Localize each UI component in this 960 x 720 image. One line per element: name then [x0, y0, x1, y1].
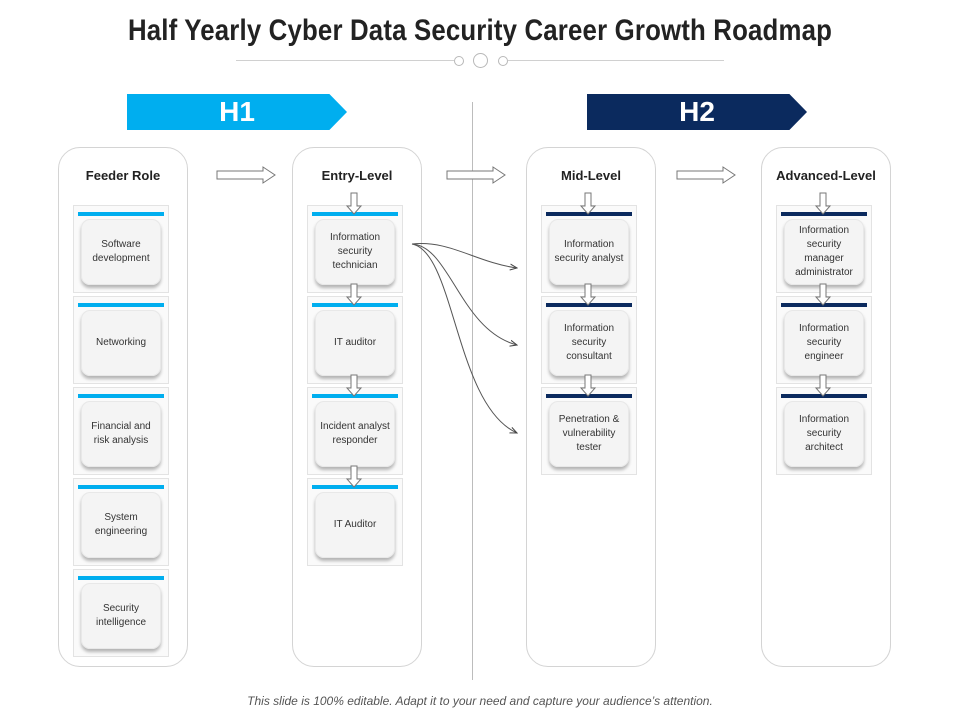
connector-to-tester: [411, 243, 517, 433]
role-card: Financial and risk analysis: [73, 387, 169, 475]
role-card-label: Information security consultant: [549, 310, 629, 376]
role-card-label: IT auditor: [315, 310, 395, 376]
role-card: IT auditor: [307, 296, 403, 384]
down-arrow-icon: [345, 374, 363, 397]
card-accent-bar: [78, 212, 164, 216]
role-card: Software development: [73, 205, 169, 293]
role-card: Information security manager administrat…: [776, 205, 872, 293]
page-title: Half Yearly Cyber Data Security Career G…: [127, 14, 833, 47]
down-arrow-icon: [814, 192, 832, 215]
card-accent-bar: [781, 212, 867, 216]
right-arrow-icon: [446, 166, 506, 184]
card-accent-bar: [78, 303, 164, 307]
card-accent-bar: [546, 212, 632, 216]
down-arrow-icon: [579, 374, 597, 397]
card-accent-bar: [78, 485, 164, 489]
role-card: Information security consultant: [541, 296, 637, 384]
role-card-label: Networking: [81, 310, 161, 376]
column-heading: Entry-Level: [321, 168, 393, 183]
card-accent-bar: [546, 394, 632, 398]
card-accent-bar: [781, 394, 867, 398]
role-card: Penetration & vulnerability tester: [541, 387, 637, 475]
down-arrow-icon: [814, 374, 832, 397]
role-card-label: Penetration & vulnerability tester: [549, 401, 629, 467]
role-card-label: Information security architect: [784, 401, 864, 467]
card-accent-bar: [78, 394, 164, 398]
phase-h2-banner: H2: [587, 94, 807, 130]
role-card-label: Security intelligence: [81, 583, 161, 649]
right-arrow-icon: [216, 166, 276, 184]
down-arrow-icon: [579, 192, 597, 215]
role-card: Security intelligence: [73, 569, 169, 657]
column-heading: Mid-Level: [561, 168, 621, 183]
card-accent-bar: [546, 303, 632, 307]
card-accent-bar: [781, 303, 867, 307]
phase-h1-label: H1: [219, 96, 255, 127]
connector-to-consultant: [411, 243, 517, 345]
role-card-label: Software development: [81, 219, 161, 285]
card-accent-bar: [312, 212, 398, 216]
phase-separator: [472, 102, 473, 680]
role-card-label: Financial and risk analysis: [81, 401, 161, 467]
down-arrow-icon: [814, 283, 832, 306]
card-accent-bar: [312, 394, 398, 398]
divider-dot-center: [473, 53, 488, 68]
role-card-label: Information security analyst: [549, 219, 629, 285]
role-card: Incident analyst responder: [307, 387, 403, 475]
footer-note: This slide is 100% editable. Adapt it to…: [247, 694, 713, 708]
down-arrow-icon: [579, 283, 597, 306]
title-divider-right: [508, 60, 724, 61]
role-card-label: System engineering: [81, 492, 161, 558]
role-card: Networking: [73, 296, 169, 384]
divider-dot-right: [498, 56, 508, 66]
role-card-label: Information security technician: [315, 219, 395, 285]
phase-h1-banner: H1: [127, 94, 347, 130]
role-card: Information security engineer: [776, 296, 872, 384]
role-card: Information security technician: [307, 205, 403, 293]
card-accent-bar: [78, 576, 164, 580]
role-card: IT Auditor: [307, 478, 403, 566]
column-heading: Feeder Role: [85, 168, 161, 183]
down-arrow-icon: [345, 192, 363, 215]
down-arrow-icon: [345, 465, 363, 488]
connector-to-analyst: [411, 243, 517, 268]
column-heading: Advanced-Level: [776, 168, 876, 183]
card-accent-bar: [312, 303, 398, 307]
role-card-label: Incident analyst responder: [315, 401, 395, 467]
divider-dot-left: [454, 56, 464, 66]
title-divider-left: [236, 60, 454, 61]
down-arrow-icon: [345, 283, 363, 306]
role-card-label: IT Auditor: [315, 492, 395, 558]
card-accent-bar: [312, 485, 398, 489]
right-arrow-icon: [676, 166, 736, 184]
role-card: Information security architect: [776, 387, 872, 475]
role-card-label: Information security manager administrat…: [784, 219, 864, 285]
role-card-label: Information security engineer: [784, 310, 864, 376]
phase-h2-label: H2: [679, 96, 715, 127]
role-card: System engineering: [73, 478, 169, 566]
role-card: Information security analyst: [541, 205, 637, 293]
